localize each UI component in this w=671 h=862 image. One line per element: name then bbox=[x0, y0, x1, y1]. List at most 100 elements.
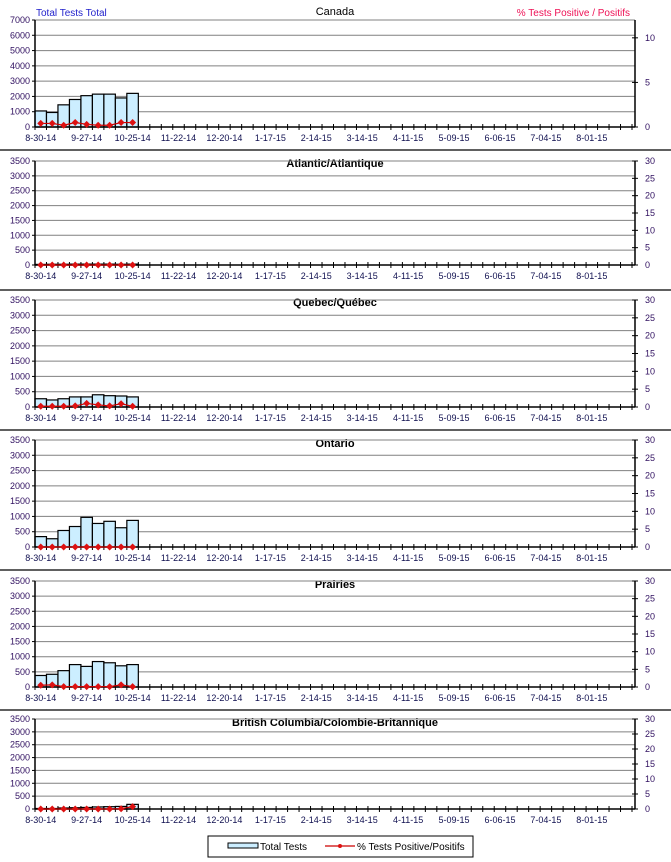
left-tick-label: 1000 bbox=[10, 107, 30, 117]
pct-positive-marker bbox=[48, 805, 56, 813]
right-tick-label: 20 bbox=[645, 191, 655, 201]
x-tick-label: 3-14-15 bbox=[347, 693, 378, 703]
pct-positive-marker bbox=[83, 261, 91, 269]
pct-positive-marker bbox=[83, 399, 91, 407]
left-tick-label: 5000 bbox=[10, 46, 30, 56]
right-tick-label: 30 bbox=[645, 714, 655, 724]
left-tick-label: 1500 bbox=[10, 215, 30, 225]
panel-title: Prairies bbox=[315, 579, 355, 591]
right-tick-label: 25 bbox=[645, 453, 655, 463]
pct-positive-marker bbox=[83, 120, 91, 128]
pct-positive-marker bbox=[94, 805, 102, 813]
pct-positive-marker bbox=[37, 805, 45, 813]
x-tick-label: 12-20-14 bbox=[206, 693, 242, 703]
x-tick-label: 7-04-15 bbox=[530, 271, 561, 281]
right-tick-label: 10 bbox=[645, 647, 655, 657]
x-tick-label: 8-01-15 bbox=[576, 413, 607, 423]
left-tick-label: 3500 bbox=[10, 714, 30, 724]
left-tick-label: 3500 bbox=[10, 435, 30, 445]
pct-positive-marker bbox=[129, 543, 137, 551]
pct-positive-marker bbox=[106, 402, 114, 410]
right-tick-label: 30 bbox=[645, 576, 655, 586]
x-tick-label: 2-14-15 bbox=[301, 553, 332, 563]
x-tick-label: 11-22-14 bbox=[161, 271, 196, 281]
x-tick-label: 2-14-15 bbox=[301, 693, 332, 703]
panel-atlantic-atlantique: Atlantic/Atlantique 0 500 1000 1500 2000 2500 3… bbox=[0, 149, 671, 281]
left-tick-label: 500 bbox=[15, 245, 30, 255]
pct-positive-marker bbox=[48, 119, 56, 127]
left-tick-label: 1500 bbox=[10, 356, 30, 366]
right-tick-label: 5 bbox=[645, 524, 650, 534]
right-tick-label: 5 bbox=[645, 243, 650, 253]
x-tick-label: 7-04-15 bbox=[530, 413, 561, 423]
pct-positive-marker bbox=[129, 119, 137, 127]
legend-bar-swatch bbox=[227, 842, 259, 849]
x-tick-label: 1-17-15 bbox=[255, 693, 286, 703]
left-tick-label: 1000 bbox=[10, 230, 30, 240]
x-tick-label: 6-06-15 bbox=[484, 815, 515, 825]
panel-prairies: Prairies 0 500 1000 1500 2000 2500 3000 3500 0 5 10… bbox=[0, 569, 671, 703]
right-tick-label: 20 bbox=[645, 471, 655, 481]
pct-positive-marker bbox=[117, 805, 125, 813]
pct-positive-marker bbox=[129, 402, 137, 410]
x-tick-label: 4-11-15 bbox=[393, 693, 423, 703]
x-tick-label: 11-22-14 bbox=[161, 815, 196, 825]
x-tick-label: 6-06-15 bbox=[484, 413, 515, 423]
x-tick-label: 11-22-14 bbox=[161, 693, 196, 703]
x-tick-label: 4-11-15 bbox=[393, 271, 423, 281]
left-tick-label: 3000 bbox=[10, 171, 30, 181]
right-tick-label: 30 bbox=[645, 435, 655, 445]
right-axis-title: % Tests Positive / Positifs bbox=[517, 8, 630, 19]
pct-positive-marker bbox=[94, 121, 102, 129]
pct-positive-marker bbox=[37, 119, 45, 127]
x-tick-label: 8-30-14 bbox=[25, 553, 56, 563]
x-tick-label: 11-22-14 bbox=[161, 553, 196, 563]
left-tick-label: 1500 bbox=[10, 637, 30, 647]
right-tick-label: 10 bbox=[645, 506, 655, 516]
panel-title: British Columbia/Colombie-Britannique bbox=[232, 717, 438, 729]
right-tick-label: 0 bbox=[645, 682, 650, 692]
x-tick-label: 2-14-15 bbox=[301, 271, 332, 281]
x-tick-label: 8-01-15 bbox=[576, 693, 607, 703]
right-tick-label: 0 bbox=[645, 122, 650, 132]
left-tick-label: 500 bbox=[15, 667, 30, 677]
left-tick-label: 0 bbox=[25, 122, 30, 132]
right-tick-label: 25 bbox=[645, 729, 655, 739]
panel-ontario: Ontario 0 500 1000 1500 2000 2500 3000 3500 0 5 10 1… bbox=[0, 429, 671, 563]
x-tick-label: 1-17-15 bbox=[255, 815, 286, 825]
x-tick-label: 4-11-15 bbox=[393, 133, 423, 143]
panel-title: Quebec/Québec bbox=[293, 297, 377, 309]
x-tick-label: 5-09-15 bbox=[439, 693, 470, 703]
x-tick-label: 6-06-15 bbox=[484, 133, 515, 143]
panel-canada: Canada 0 1000 2000 3000 4000 5000 6000 7000 0 5 10 8… bbox=[10, 6, 655, 143]
x-tick-label: 7-04-15 bbox=[530, 133, 561, 143]
right-tick-label: 15 bbox=[645, 759, 655, 769]
left-tick-label: 1000 bbox=[10, 652, 30, 662]
pct-positive-marker bbox=[106, 121, 114, 129]
x-tick-label: 8-01-15 bbox=[576, 133, 607, 143]
x-tick-label: 10-25-14 bbox=[115, 271, 151, 281]
x-tick-label: 5-09-15 bbox=[439, 815, 470, 825]
x-tick-label: 1-17-15 bbox=[255, 413, 286, 423]
x-tick-label: 9-27-14 bbox=[71, 413, 102, 423]
right-tick-label: 25 bbox=[645, 594, 655, 604]
right-tick-label: 10 bbox=[645, 366, 655, 376]
x-tick-label: 6-06-15 bbox=[484, 693, 515, 703]
x-tick-label: 3-14-15 bbox=[347, 815, 378, 825]
pct-positive-marker bbox=[83, 543, 91, 551]
pct-positive-marker bbox=[71, 805, 79, 813]
pct-positive-marker bbox=[117, 400, 125, 408]
x-tick-label: 12-20-14 bbox=[206, 133, 242, 143]
x-tick-label: 4-11-15 bbox=[393, 553, 423, 563]
x-tick-label: 8-01-15 bbox=[576, 815, 607, 825]
right-tick-label: 15 bbox=[645, 349, 655, 359]
pct-positive-marker bbox=[94, 683, 102, 691]
x-tick-label: 11-22-14 bbox=[161, 133, 196, 143]
legend-line-label: % Tests Positive/Positifs bbox=[357, 842, 465, 853]
left-axis-title: Total Tests Total bbox=[36, 8, 107, 19]
right-tick-label: 15 bbox=[645, 208, 655, 218]
x-tick-label: 12-20-14 bbox=[206, 271, 242, 281]
pct-positive-marker bbox=[71, 402, 79, 410]
legend-bar-label: Total Tests bbox=[260, 842, 307, 853]
